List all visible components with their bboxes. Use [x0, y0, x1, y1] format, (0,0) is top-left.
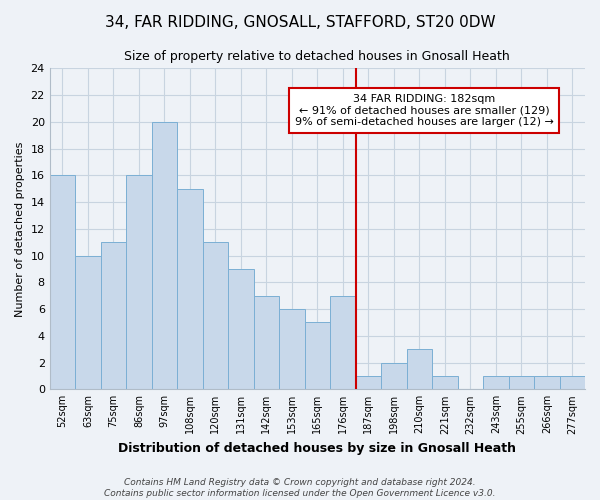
Bar [203, 242, 228, 390]
Bar [560, 376, 585, 390]
Text: 34 FAR RIDDING: 182sqm
← 91% of detached houses are smaller (129)
9% of semi-det: 34 FAR RIDDING: 182sqm ← 91% of detached… [295, 94, 554, 127]
Text: Contains HM Land Registry data © Crown copyright and database right 2024.
Contai: Contains HM Land Registry data © Crown c… [104, 478, 496, 498]
X-axis label: Distribution of detached houses by size in Gnosall Heath: Distribution of detached houses by size … [118, 442, 517, 455]
Bar [254, 296, 279, 390]
Text: 34, FAR RIDDING, GNOSALL, STAFFORD, ST20 0DW: 34, FAR RIDDING, GNOSALL, STAFFORD, ST20… [104, 15, 496, 30]
Bar [152, 122, 177, 390]
Bar [101, 242, 126, 390]
Bar [75, 256, 101, 390]
Bar [483, 376, 509, 390]
Bar [177, 188, 203, 390]
Bar [305, 322, 330, 390]
Bar [279, 309, 305, 390]
Bar [228, 269, 254, 390]
Bar [330, 296, 356, 390]
Bar [432, 376, 458, 390]
Bar [407, 349, 432, 390]
Bar [356, 376, 381, 390]
Y-axis label: Number of detached properties: Number of detached properties [15, 141, 25, 316]
Title: Size of property relative to detached houses in Gnosall Heath: Size of property relative to detached ho… [124, 50, 510, 63]
Bar [509, 376, 534, 390]
Bar [534, 376, 560, 390]
Bar [50, 176, 75, 390]
Bar [126, 176, 152, 390]
Bar [381, 362, 407, 390]
